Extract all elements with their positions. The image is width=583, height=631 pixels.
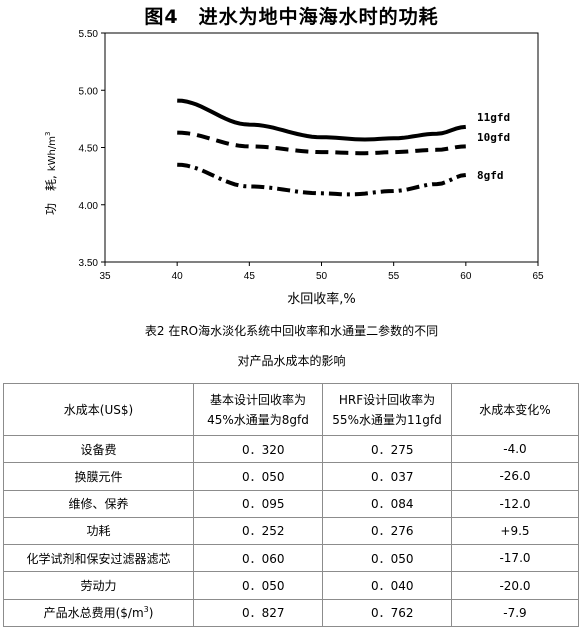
row-base-value: 0．050 (193, 571, 323, 600)
series-label-10gfd: 10gfd (477, 131, 510, 144)
table-caption-line2: 对产品水成本的影响 (237, 354, 346, 368)
row-base-value: 0．050 (193, 462, 323, 491)
series-line-11gfd (177, 98, 467, 142)
total-change: -7.9 (451, 598, 579, 628)
x-tick-label: 60 (460, 271, 472, 282)
series-label-11gfd: 11gfd (477, 111, 510, 124)
y-axis-label-unit: kWh/m (47, 136, 58, 171)
table-row: 劳动力 0．050 0．040 -20.0 (3, 571, 579, 600)
total-hrf-value: 0．762 (322, 598, 452, 628)
total-label-end: ) (148, 606, 154, 621)
water-cost-table: 水成本(US$) 基本设计回收率为45%水通量为8gfd HRF设计回收率为55… (3, 383, 579, 628)
series-label-8gfd: 8gfd (477, 169, 504, 182)
table-row: 维修、保养 0．095 0．084 -12.0 (3, 489, 579, 518)
row-hrf-value: 0．276 (322, 516, 452, 546)
figure-title: 图4 进水为地中海海水时的功耗 (144, 6, 439, 28)
row-base-value: 0．060 (193, 544, 323, 573)
header-cost-change: 水成本变化% (451, 383, 579, 436)
header-base-design: 基本设计回收率为45%水通量为8gfd (193, 383, 323, 436)
y-tick-label: 5.50 (79, 29, 99, 40)
plot-frame (104, 32, 539, 263)
row-label: 劳动力 (3, 571, 194, 600)
table-caption-line1: 表2 在RO海水淡化系统中回收率和水通量二参数的不同 (144, 324, 439, 338)
row-hrf-value: 0．037 (322, 462, 452, 491)
x-tick-label: 40 (172, 271, 184, 282)
row-hrf-value: 0．050 (322, 544, 452, 573)
y-tick-label: 4.00 (79, 201, 99, 212)
x-tick-label: 35 (99, 271, 111, 282)
row-hrf-value: 0．084 (322, 489, 452, 518)
row-label: 功耗 (3, 516, 194, 546)
row-label: 设备费 (3, 434, 194, 464)
header-water-cost: 水成本(US$) (3, 383, 194, 436)
y-axis-label: 功 耗, kWh/m3 (44, 132, 58, 215)
row-hrf-value: 0．275 (322, 434, 452, 464)
y-tick-label: 3.50 (79, 258, 99, 269)
x-tick-label: 45 (244, 271, 256, 282)
row-base-value: 0．320 (193, 434, 323, 464)
row-base-value: 0．095 (193, 489, 323, 518)
row-base-value: 0．252 (193, 516, 323, 546)
table-row: 化学试剂和保安过滤器滤芯 0．060 0．050 -17.0 (3, 544, 579, 573)
y-tick-label: 4.50 (79, 144, 99, 155)
x-tick-label: 50 (316, 271, 328, 282)
total-label-text: 产品水总费用($/m (43, 606, 144, 621)
row-change: +9.5 (451, 516, 579, 546)
table-row: 设备费 0．320 0．275 -4.0 (3, 434, 579, 464)
total-label: 产品水总费用($/m3) (3, 598, 194, 628)
table-row: 换膜元件 0．050 0．037 -26.0 (3, 462, 579, 491)
total-label-sup: 3 (143, 605, 149, 615)
header-hrf-design: HRF设计回收率为55%水通量为11gfd (322, 383, 452, 436)
row-change: -4.0 (451, 434, 579, 464)
row-change: -26.0 (451, 462, 579, 491)
series-line-10gfd (177, 130, 466, 156)
y-axis-label-sup: 3 (44, 132, 52, 136)
total-base-value: 0．827 (193, 598, 323, 628)
table-header-row: 水成本(US$) 基本设计回收率为45%水通量为8gfd HRF设计回收率为55… (3, 383, 579, 436)
row-change: -12.0 (451, 489, 579, 518)
row-change: -20.0 (451, 571, 579, 600)
power-consumption-chart: 35 40 45 50 55 60 65 3.50 4.00 4.50 5.00 5.50 11gfd… (44, 29, 544, 307)
row-label: 化学试剂和保安过滤器滤芯 (3, 544, 194, 573)
row-hrf-value: 0．040 (322, 571, 452, 600)
row-label: 换膜元件 (3, 462, 194, 491)
table-total-row: 产品水总费用($/m3) 0．827 0．762 -7.9 (3, 598, 579, 628)
row-change: -17.0 (451, 544, 579, 573)
y-axis-label-main: 功 耗, (44, 175, 58, 215)
table-row: 功耗 0．252 0．276 +9.5 (3, 516, 579, 546)
x-tick-label: 55 (388, 271, 400, 282)
x-tick-label: 65 (532, 271, 544, 282)
row-label: 维修、保养 (3, 489, 194, 518)
x-axis-label: 水回收率,% (287, 291, 356, 307)
y-tick-label: 5.00 (79, 86, 99, 97)
series-line-8gfd (177, 162, 467, 197)
